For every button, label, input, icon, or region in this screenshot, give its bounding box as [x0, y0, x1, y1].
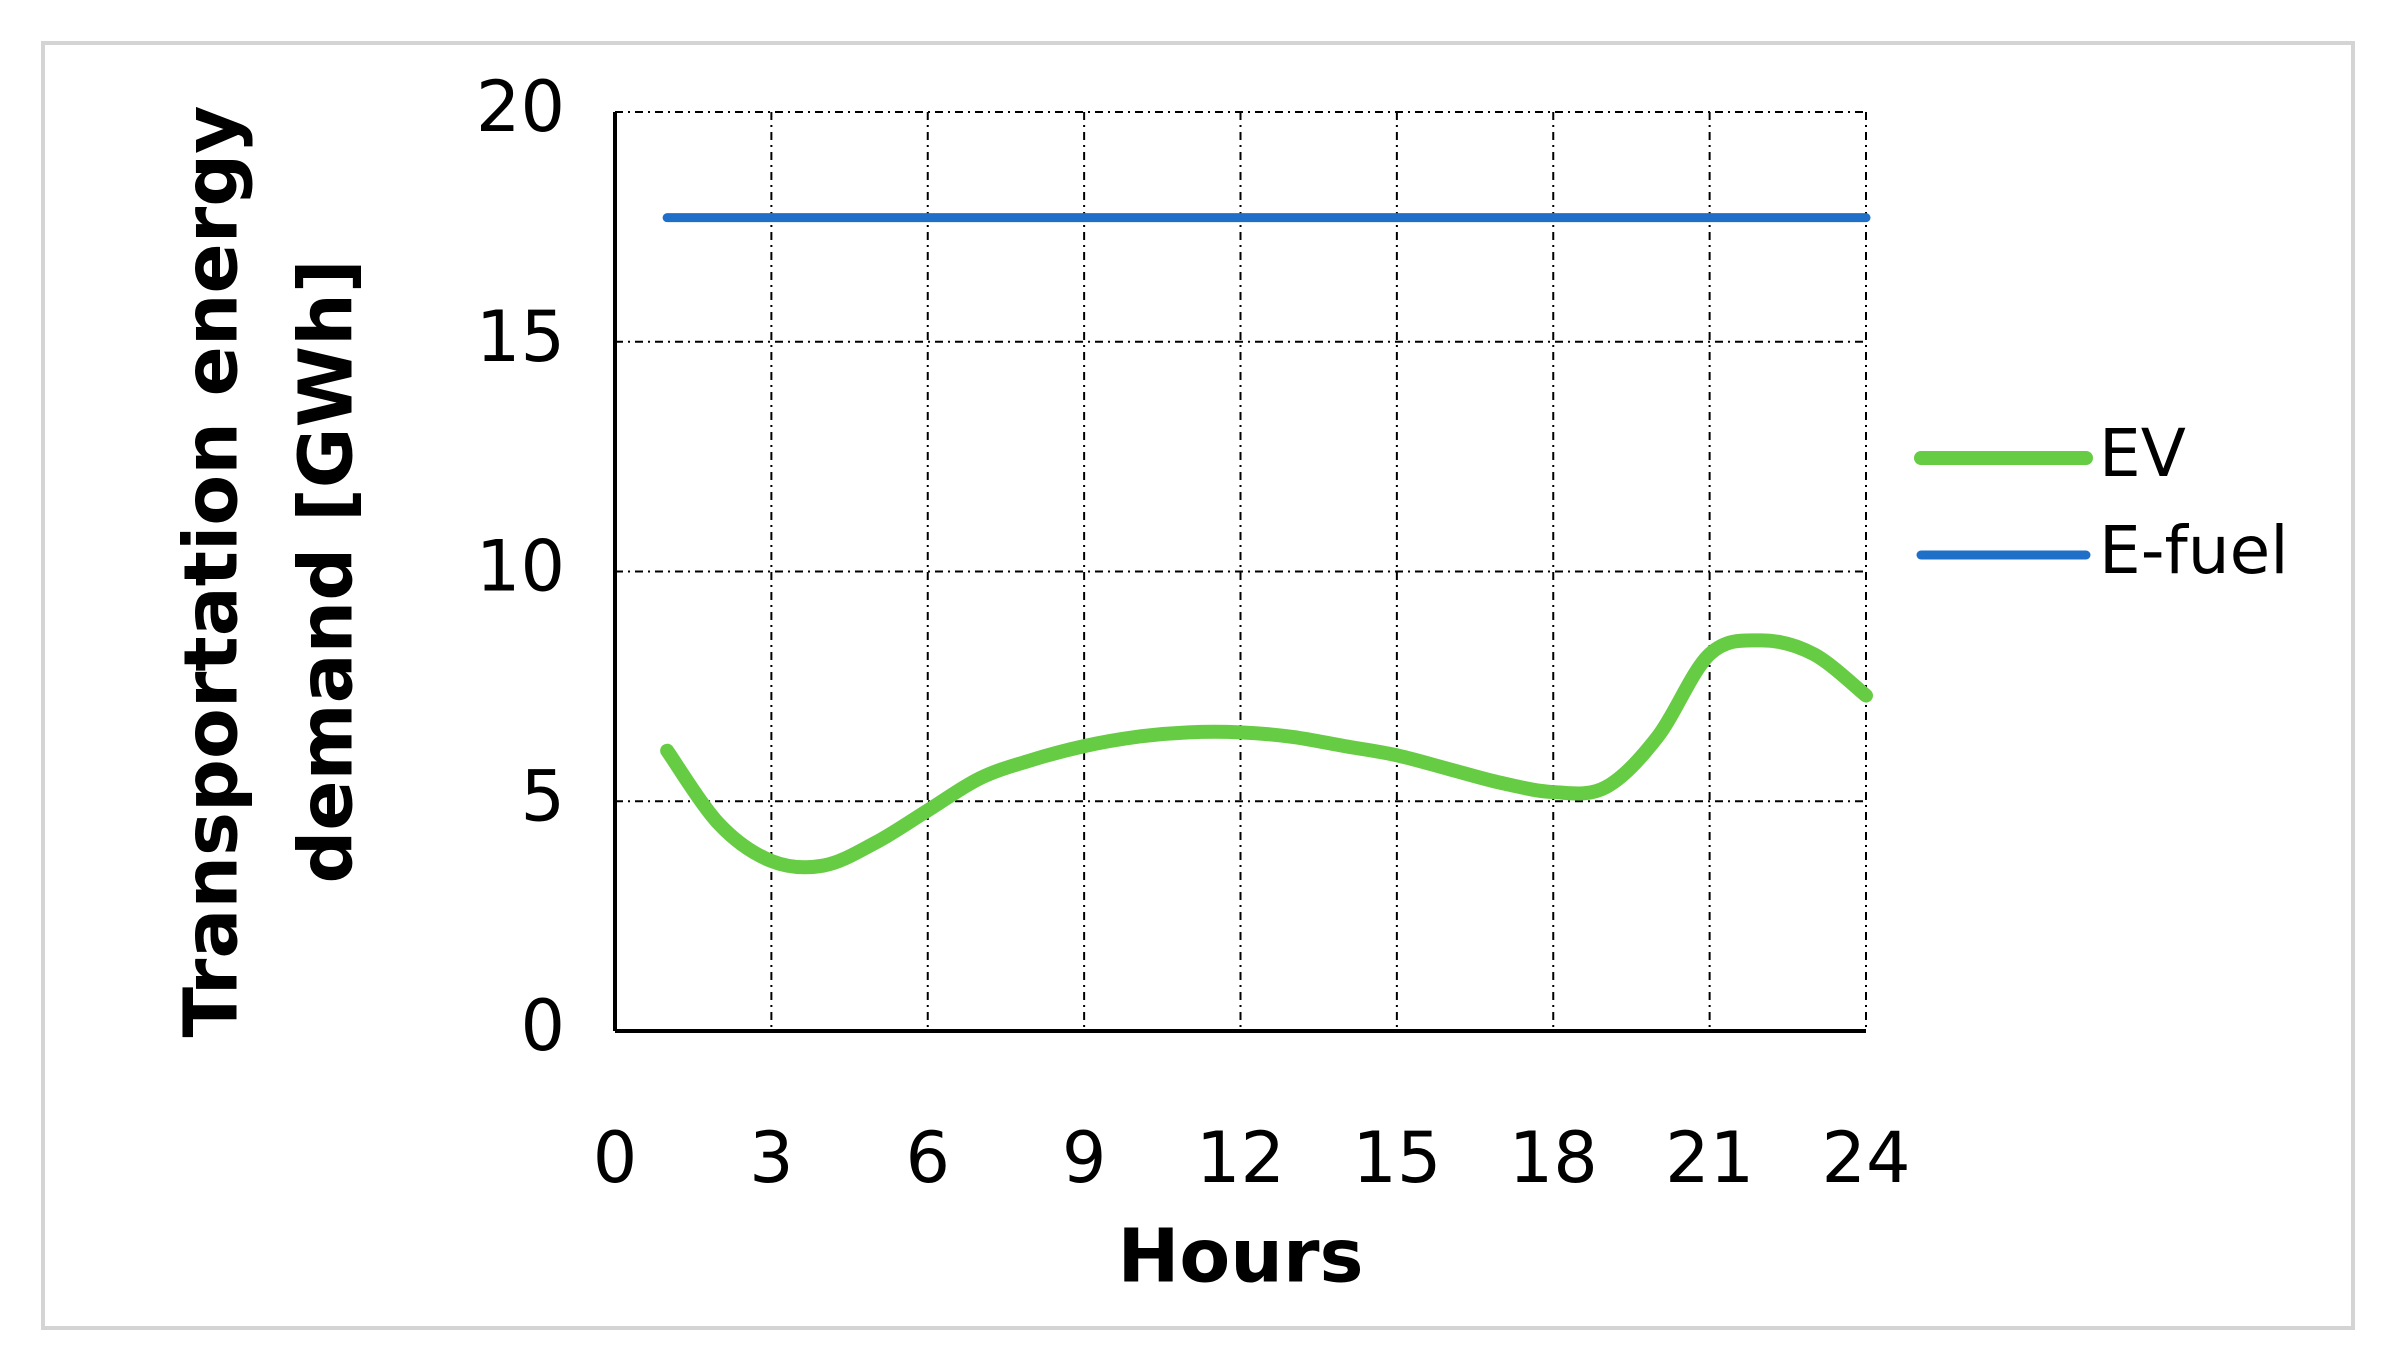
x-tick-label: 18 — [1509, 1117, 1598, 1199]
y-tick-label: 5 — [520, 755, 565, 837]
y-tick-label: 20 — [476, 66, 565, 148]
series-line — [660, 633, 1873, 875]
x-tick-label: 0 — [593, 1117, 638, 1199]
x-tick-label: 9 — [1062, 1117, 1107, 1199]
y-axis-title: Transportation energy — [169, 106, 255, 1038]
x-tick-label: 15 — [1352, 1117, 1441, 1199]
chart-border — [41, 41, 2355, 1330]
y-tick-label: 0 — [520, 985, 565, 1067]
legend-label: E-fuel — [2099, 512, 2289, 589]
x-tick-label: 21 — [1665, 1117, 1754, 1199]
x-tick-label: 3 — [749, 1117, 794, 1199]
y-tick-label: 15 — [476, 296, 565, 378]
x-tick-label: 12 — [1196, 1117, 1285, 1199]
legend-label: EV — [2099, 415, 2186, 492]
y-tick-label: 10 — [476, 526, 565, 608]
x-tick-label: 6 — [905, 1117, 950, 1199]
y-axis-title: demand [GWh] — [284, 259, 370, 883]
x-axis-title: Hours — [1118, 1214, 1364, 1300]
x-tick-label: 24 — [1821, 1117, 1910, 1199]
